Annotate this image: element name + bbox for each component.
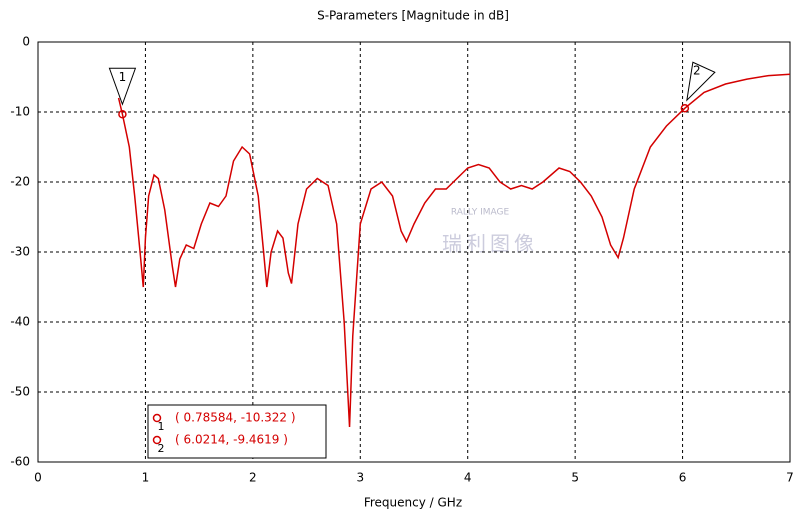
legend-label: ( 6.0214, -9.4619 ) [175,433,288,447]
y-tick-label: -10 [10,105,30,119]
x-axis-label: Frequency / GHz [364,496,462,510]
marker-flag [686,61,716,102]
marker-id: 1 [119,70,127,84]
x-tick-label: 1 [142,471,150,485]
x-tick-label: 2 [249,471,257,485]
legend-id: 2 [158,442,165,455]
x-tick-label: 5 [571,471,579,485]
legend-id: 1 [158,420,165,433]
marker-flag [108,67,137,106]
y-tick-label: -40 [10,315,30,329]
chart-title: S-Parameters [Magnitude in dB] [317,9,509,23]
legend-label: ( 0.78584, -10.322 ) [175,411,296,425]
y-tick-label: -50 [10,385,30,399]
x-tick-label: 6 [679,471,687,485]
x-tick-label: 7 [786,471,794,485]
legend-marker [152,435,162,445]
marker-id: 2 [693,64,701,78]
watermark: RALLY IMAGE [451,208,510,218]
legend-marker [152,413,162,423]
y-tick-label: -20 [10,175,30,189]
x-tick-label: 4 [464,471,472,485]
y-tick-label: 0 [22,35,30,49]
legend-box [147,404,327,459]
plot-frame [37,41,791,463]
marker [680,103,690,113]
line [117,73,791,428]
y-tick-label: -60 [10,455,30,469]
marker [118,110,127,119]
x-tick-label: 0 [34,471,42,485]
x-tick-label: 3 [356,471,364,485]
y-tick-label: -30 [10,245,30,259]
